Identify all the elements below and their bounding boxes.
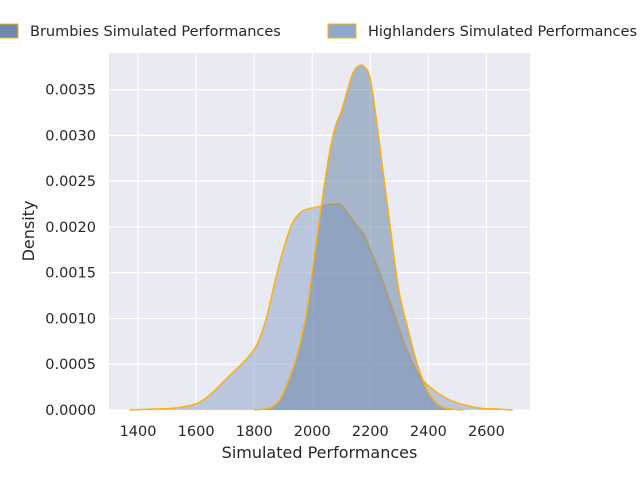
- legend-label-brumbies: Brumbies Simulated Performances: [30, 24, 281, 40]
- x-grid-lines: [137, 53, 488, 410]
- x-tick-label: 1400: [120, 424, 157, 440]
- legend-swatch-brumbies: [0, 23, 19, 39]
- y-tick-label: 0.0005: [45, 357, 96, 373]
- y-tick-labels: 0.0000 0.0005 0.0010 0.0015 0.0020 0.0025 0.00…: [45, 83, 96, 419]
- x-tick-labels: 1400 1600 1800 2000 2200 2400 2600: [120, 424, 505, 440]
- density-area-brumbies: [254, 65, 464, 410]
- y-tick-label: 0.0025: [45, 174, 96, 190]
- series-layer: [129, 64, 513, 411]
- density-line-brumbies: [254, 64, 464, 411]
- legend-swatch-highlanders: [327, 23, 357, 39]
- legend-item-highlanders: Highlanders Simulated Performances: [327, 23, 637, 40]
- y-tick-label: 0.0000: [45, 403, 96, 419]
- legend-label-highlanders: Highlanders Simulated Performances: [368, 24, 637, 40]
- x-axis-label: Simulated Performances: [222, 443, 418, 462]
- y-tick-label: 0.0020: [45, 220, 96, 236]
- y-tick-label: 0.0035: [45, 83, 96, 99]
- y-tick-label: 0.0030: [45, 128, 96, 144]
- legend: Brumbies Simulated Performances Highland…: [0, 23, 637, 40]
- x-tick-label: 2400: [410, 424, 447, 440]
- x-tick-label: 1600: [178, 424, 215, 440]
- x-tick-label: 2600: [468, 424, 505, 440]
- y-axis-label: Density: [19, 201, 38, 262]
- x-tick-label: 2000: [294, 424, 331, 440]
- x-tick-label: 2200: [352, 424, 389, 440]
- y-tick-label: 0.0015: [45, 266, 96, 282]
- x-tick-label: 1800: [236, 424, 273, 440]
- y-tick-label: 0.0010: [45, 311, 96, 327]
- legend-item-brumbies: Brumbies Simulated Performances: [0, 23, 281, 40]
